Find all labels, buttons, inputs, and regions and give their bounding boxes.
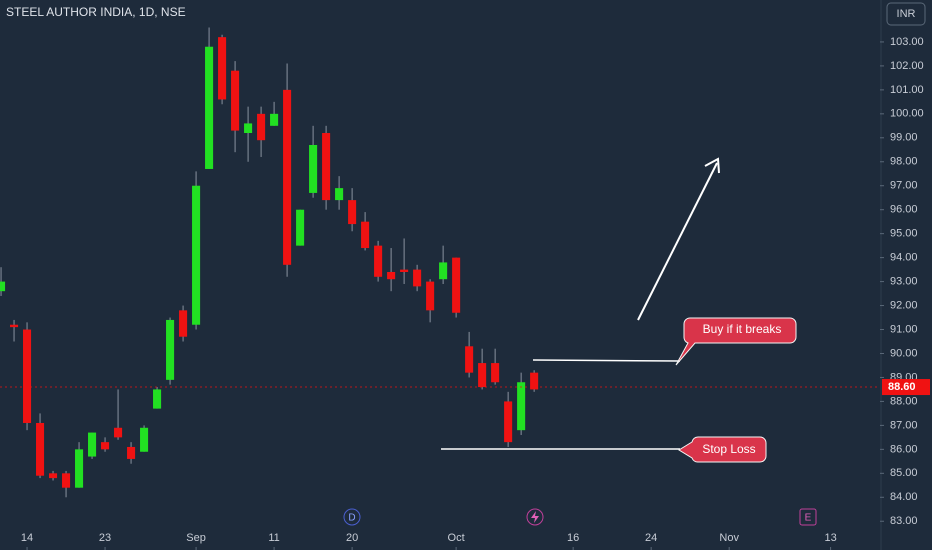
y-tick-label: 102.00 <box>890 60 924 72</box>
candle-body <box>517 382 526 431</box>
y-tick-label: 90.00 <box>890 347 918 359</box>
y-tick-label: 98.00 <box>890 156 918 168</box>
candle-body <box>400 269 409 273</box>
candle-body <box>322 133 331 201</box>
candle-body <box>75 449 84 488</box>
candle-body <box>478 363 487 388</box>
x-tick-label: 16 <box>567 532 579 544</box>
y-tick-label: 83.00 <box>890 515 918 527</box>
y-tick-label: 85.00 <box>890 467 918 479</box>
candle-body <box>10 324 19 328</box>
buy-line <box>532 359 681 362</box>
x-tick-label: Nov <box>719 532 739 544</box>
y-tick-label: 100.00 <box>890 108 924 120</box>
x-tick-label: 24 <box>645 532 657 544</box>
last-price-label: 88.60 <box>888 381 916 393</box>
candle-body <box>153 389 162 409</box>
candle-body <box>179 310 188 337</box>
candle-body <box>114 427 123 438</box>
candle-body <box>491 363 500 383</box>
y-tick-label: 88.00 <box>890 395 918 407</box>
candle-body <box>283 89 292 265</box>
candle-body <box>205 46 214 169</box>
x-tick-label: Sep <box>186 532 206 544</box>
earnings-marker[interactable] <box>799 508 817 526</box>
y-tick-label: 84.00 <box>890 491 918 503</box>
y-tick-label: 97.00 <box>890 180 918 192</box>
candle-body <box>361 221 370 249</box>
candle-body <box>140 427 149 452</box>
candle-body <box>166 319 175 380</box>
y-tick-label: 101.00 <box>890 84 924 96</box>
candle-body <box>504 401 513 443</box>
candle-body <box>231 70 240 131</box>
y-tick-label: 86.00 <box>890 443 918 455</box>
candle-body <box>296 209 305 246</box>
earnings-label: E <box>805 513 812 524</box>
candle-body <box>244 123 253 134</box>
candle-body <box>0 281 6 292</box>
y-tick-label: 95.00 <box>890 228 918 240</box>
candle-body <box>465 346 474 373</box>
candle-body <box>270 113 279 126</box>
stop-callout <box>678 436 767 463</box>
candle-body <box>62 473 71 488</box>
candle-body <box>530 372 539 390</box>
last-price-box <box>882 379 930 396</box>
candle-body <box>257 113 266 141</box>
candle-body <box>426 281 435 311</box>
candle-body <box>101 442 110 450</box>
stop-label: Stop Loss <box>702 442 755 456</box>
x-tick-label: 23 <box>99 532 111 544</box>
x-tick-label: 14 <box>21 532 33 544</box>
buy-callout <box>675 317 797 366</box>
y-tick-label: 99.00 <box>890 132 918 144</box>
y-tick-label: 93.00 <box>890 275 918 287</box>
split-icon <box>531 511 539 523</box>
y-tick-label: 94.00 <box>890 252 918 264</box>
currency: INR <box>897 8 916 20</box>
dividend-marker[interactable] <box>343 508 361 526</box>
y-tick-label: 103.00 <box>890 36 924 48</box>
x-tick-label: 20 <box>346 532 358 544</box>
x-tick-label: 13 <box>824 532 836 544</box>
x-tick-label: 11 <box>268 532 279 544</box>
chart-title: STEEL AUTHOR INDIA, 1D, NSE <box>6 5 186 19</box>
y-tick-label: 92.00 <box>890 299 918 311</box>
y-tick-label: 87.00 <box>890 419 918 431</box>
candle-body <box>309 144 318 193</box>
candle-body <box>348 200 357 225</box>
candle-body <box>413 269 422 287</box>
y-tick-label: 96.00 <box>890 204 918 216</box>
candle-body <box>127 446 136 459</box>
candle-body <box>49 473 58 479</box>
candle-body <box>452 257 461 313</box>
arrow <box>637 162 718 321</box>
x-tick-label: Oct <box>448 532 465 544</box>
candle-body <box>23 329 32 423</box>
candle-body <box>36 422 45 476</box>
dividend-label: D <box>348 513 355 524</box>
currency-box[interactable] <box>886 2 926 26</box>
candle-body <box>374 245 383 277</box>
y-tick-label: 91.00 <box>890 323 918 335</box>
candle-body <box>387 272 396 280</box>
candle-body <box>218 37 227 100</box>
candle-body <box>88 432 97 457</box>
buy-label: Buy if it breaks <box>703 322 782 336</box>
candle-body <box>192 185 201 325</box>
arrow-head <box>704 157 720 174</box>
candle-body <box>439 262 448 280</box>
candle-body <box>335 188 344 201</box>
